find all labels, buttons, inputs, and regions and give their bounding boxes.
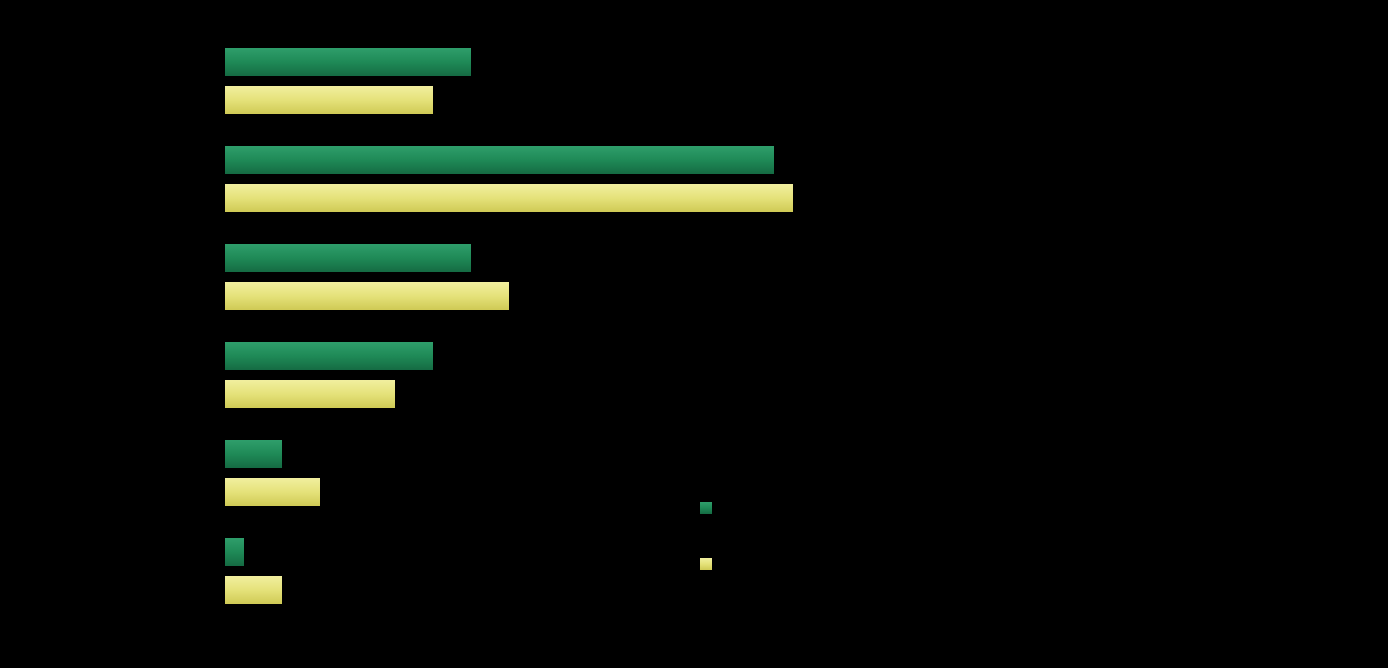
bar-value-label: 5% <box>326 484 346 500</box>
bar-value-label: 11% <box>439 92 466 108</box>
bar-value-label: 9% <box>401 386 421 402</box>
legend-label: 0-5 <box>722 500 742 516</box>
bar-value-label: 3% <box>288 582 308 598</box>
bar-value-label: 13% <box>477 250 505 266</box>
bar-0-5 <box>225 440 282 468</box>
bar-0-5 <box>225 146 774 174</box>
bar-value-label: 15% <box>515 288 543 304</box>
x-tick: 0% <box>215 626 235 642</box>
category-label: White <box>0 163 210 180</box>
x-tick: 40% <box>968 626 996 642</box>
chart-root: Other 13% 11% White 29% 30% Latino 13% 15% Black 1… <box>0 0 1388 668</box>
bar-overall <box>225 576 282 604</box>
category-label: Other <box>0 65 210 82</box>
x-tick: 50% <box>1157 626 1185 642</box>
legend-label: Overall <box>722 556 766 572</box>
legend: 0-5 Overall <box>700 500 766 612</box>
bar-overall <box>225 380 395 408</box>
bar-overall <box>225 184 793 212</box>
category-label: Asian or Pacific Islander <box>0 457 210 491</box>
bar-overall <box>225 282 509 310</box>
bar-value-label: 13% <box>477 54 505 70</box>
x-tick: 20% <box>589 626 617 642</box>
legend-swatch-overall <box>700 558 712 570</box>
category-label: Black <box>0 359 210 376</box>
bar-value-label: 3% <box>288 446 308 462</box>
category-label: Latino <box>0 261 210 278</box>
bar-0-5 <box>225 538 244 566</box>
bar-overall <box>225 86 433 114</box>
bar-0-5 <box>225 342 433 370</box>
bar-value-label: 11% <box>439 348 466 364</box>
x-axis-title: % of Children <box>750 650 834 666</box>
legend-swatch-0-5 <box>700 502 712 514</box>
x-tick: 30% <box>778 626 806 642</box>
bar-value-label: 29% <box>780 152 808 168</box>
bar-value-label: 30% <box>799 190 827 206</box>
bar-0-5 <box>225 48 471 76</box>
bar-value-label: 1% <box>250 544 270 560</box>
legend-item: Overall <box>700 556 766 572</box>
category-label: American Indian or Alaskan Native <box>0 555 210 589</box>
x-tick: 60% <box>1346 626 1374 642</box>
x-tick: 10% <box>400 626 428 642</box>
bar-overall <box>225 478 320 506</box>
legend-item: 0-5 <box>700 500 766 516</box>
bar-0-5 <box>225 244 471 272</box>
